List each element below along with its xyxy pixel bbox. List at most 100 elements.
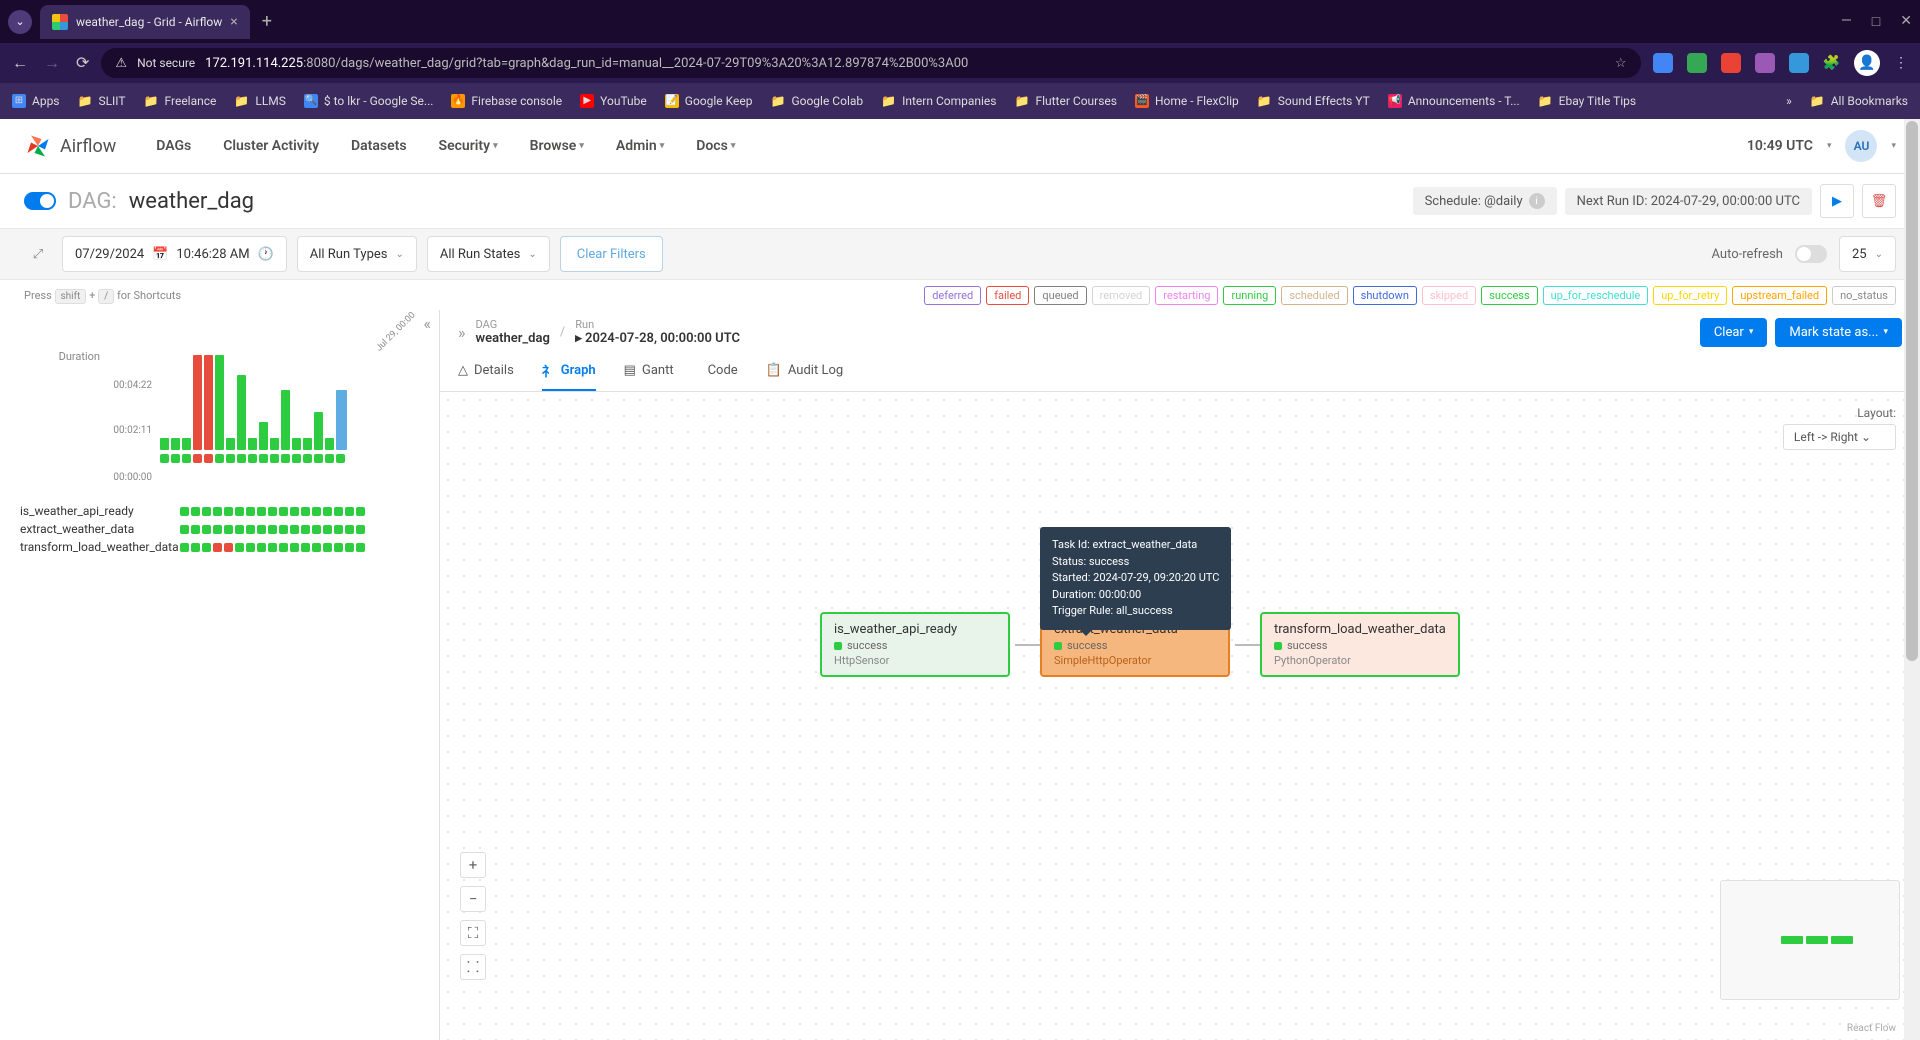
mark-state-button[interactable]: Mark state as... ▾ xyxy=(1775,318,1902,347)
nav-dags[interactable]: DAGs xyxy=(156,138,191,154)
tab-details[interactable]: △Details xyxy=(458,354,514,391)
task-status-square[interactable] xyxy=(235,543,244,552)
run-status-square[interactable] xyxy=(171,454,180,463)
task-status-square[interactable] xyxy=(279,525,288,534)
bookmark-item[interactable]: 📁Freelance xyxy=(144,94,217,108)
task-status-square[interactable] xyxy=(356,543,365,552)
duration-bar[interactable] xyxy=(171,438,180,450)
run-status-square[interactable] xyxy=(259,454,268,463)
task-status-square[interactable] xyxy=(301,543,310,552)
task-status-square[interactable] xyxy=(224,507,233,516)
task-status-square[interactable] xyxy=(301,507,310,516)
delete-dag-button[interactable]: 🗑 xyxy=(1862,184,1896,218)
task-status-square[interactable] xyxy=(312,507,321,516)
nav-browse[interactable]: Browse▾ xyxy=(530,138,584,154)
task-status-square[interactable] xyxy=(224,525,233,534)
duration-bar[interactable] xyxy=(193,355,202,450)
run-status-square[interactable] xyxy=(204,454,213,463)
task-status-square[interactable] xyxy=(279,543,288,552)
legend-no_status[interactable]: no_status xyxy=(1832,286,1896,305)
collapse-panel-icon[interactable]: « xyxy=(423,314,431,333)
task-status-square[interactable] xyxy=(202,543,211,552)
duration-bar[interactable] xyxy=(303,438,312,450)
run-status-square[interactable] xyxy=(336,454,345,463)
zoom-out-button[interactable]: − xyxy=(460,886,486,912)
task-status-square[interactable] xyxy=(323,525,332,534)
task-status-square[interactable] xyxy=(312,543,321,552)
run-status-square[interactable] xyxy=(325,454,334,463)
task-status-square[interactable] xyxy=(334,543,343,552)
fit-view-button[interactable]: ⛶ xyxy=(460,920,486,946)
task-status-square[interactable] xyxy=(257,525,266,534)
legend-up_for_retry[interactable]: up_for_retry xyxy=(1653,286,1727,305)
task-status-square[interactable] xyxy=(246,507,255,516)
scrollbar[interactable] xyxy=(1904,119,1920,1040)
duration-bar[interactable] xyxy=(270,438,279,450)
legend-failed[interactable]: failed xyxy=(986,286,1029,305)
task-status-square[interactable] xyxy=(345,525,354,534)
run-status-square[interactable] xyxy=(193,454,202,463)
run-status-square[interactable] xyxy=(237,454,246,463)
bookmark-item[interactable]: 📢Announcements - T... xyxy=(1388,94,1520,108)
legend-success[interactable]: success xyxy=(1481,286,1537,305)
bookmark-item[interactable]: 📁Ebay Title Tips xyxy=(1538,94,1636,108)
zoom-in-button[interactable]: + xyxy=(460,852,486,878)
expand-panel-icon[interactable]: » xyxy=(458,323,466,342)
bookmark-item[interactable]: 🔥Firebase console xyxy=(451,94,562,108)
task-status-square[interactable] xyxy=(180,507,189,516)
nav-datasets[interactable]: Datasets xyxy=(351,138,407,154)
task-status-square[interactable] xyxy=(246,525,255,534)
nav-admin[interactable]: Admin▾ xyxy=(616,138,664,154)
task-status-square[interactable] xyxy=(213,525,222,534)
clear-filters-button[interactable]: Clear Filters xyxy=(560,236,663,272)
star-icon[interactable]: ☆ xyxy=(1615,56,1627,71)
user-badge[interactable]: AU xyxy=(1845,130,1877,162)
bookmark-item[interactable]: 📁Flutter Courses xyxy=(1015,94,1117,108)
bookmark-item[interactable]: ▶YouTube xyxy=(580,94,647,108)
duration-bar[interactable] xyxy=(336,390,347,450)
duration-bar[interactable] xyxy=(160,438,169,450)
duration-bar[interactable] xyxy=(182,438,191,450)
run-status-square[interactable] xyxy=(226,454,235,463)
bookmark-item[interactable]: 📁Intern Companies xyxy=(881,94,996,108)
duration-bar[interactable] xyxy=(325,438,334,450)
duration-bar[interactable] xyxy=(204,355,213,450)
run-status-square[interactable] xyxy=(292,454,301,463)
graph-node[interactable]: transform_load_weather_data success Pyth… xyxy=(1260,612,1460,677)
legend-restarting[interactable]: restarting xyxy=(1155,286,1218,305)
ext-icon-5[interactable] xyxy=(1789,53,1809,73)
bookmark-item[interactable]: 📁SLIIT xyxy=(78,94,126,108)
extensions-icon[interactable]: 🧩 xyxy=(1823,55,1840,71)
run-status-square[interactable] xyxy=(281,454,290,463)
duration-bar[interactable] xyxy=(314,412,323,450)
run-status-square[interactable] xyxy=(270,454,279,463)
chrome-menu-icon[interactable]: ⋮ xyxy=(1894,55,1908,71)
task-status-square[interactable] xyxy=(312,525,321,534)
ext-icon-1[interactable] xyxy=(1653,53,1673,73)
task-status-square[interactable] xyxy=(213,543,222,552)
profile-avatar[interactable]: 👤 xyxy=(1854,50,1880,76)
legend-deferred[interactable]: deferred xyxy=(924,286,981,305)
reload-icon[interactable]: ⟳ xyxy=(76,53,89,73)
expand-filter-icon[interactable]: ⤢ xyxy=(24,240,52,268)
task-status-square[interactable] xyxy=(246,543,255,552)
run-status-square[interactable] xyxy=(182,454,191,463)
tab-gantt[interactable]: ▤Gantt xyxy=(624,354,674,391)
tab-code[interactable]: Code xyxy=(702,354,738,391)
task-row[interactable]: transform_load_weather_data xyxy=(20,538,419,556)
run-status-square[interactable] xyxy=(215,454,224,463)
airflow-logo[interactable]: Airflow xyxy=(24,132,116,160)
bc-run-value[interactable]: ▸ 2024-07-28, 00:00:00 UTC xyxy=(575,331,740,346)
graph-node[interactable]: is_weather_api_ready success HttpSensor xyxy=(820,612,1010,677)
bookmark-item[interactable]: 🔍$ to lkr - Google Se... xyxy=(304,94,434,108)
bookmark-item[interactable]: ⊞Apps xyxy=(12,94,60,108)
browser-tab[interactable]: weather_dag - Grid - Airflow × xyxy=(40,5,250,39)
ext-icon-3[interactable] xyxy=(1721,53,1741,73)
forward-icon[interactable]: → xyxy=(44,53,60,73)
legend-scheduled[interactable]: scheduled xyxy=(1281,286,1347,305)
run-states-select[interactable]: All Run States ⌄ xyxy=(427,236,550,272)
minimap[interactable] xyxy=(1720,880,1900,1000)
bookmark-item[interactable]: 📁LLMS xyxy=(234,94,285,108)
task-status-square[interactable] xyxy=(334,525,343,534)
task-status-square[interactable] xyxy=(191,507,200,516)
